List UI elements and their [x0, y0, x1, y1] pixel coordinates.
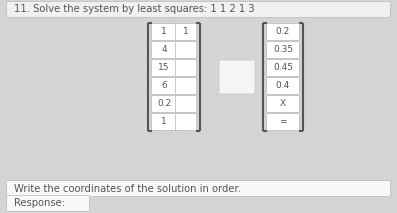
- FancyBboxPatch shape: [175, 95, 197, 112]
- FancyBboxPatch shape: [152, 95, 177, 112]
- Text: Response:: Response:: [14, 199, 65, 209]
- Text: 1: 1: [183, 27, 189, 36]
- Text: 0.4: 0.4: [276, 82, 290, 91]
- FancyBboxPatch shape: [175, 78, 197, 95]
- Text: 0.2: 0.2: [157, 99, 171, 108]
- FancyBboxPatch shape: [152, 59, 177, 76]
- Text: X: X: [280, 99, 286, 108]
- Text: Write the coordinates of the solution in order.: Write the coordinates of the solution in…: [14, 184, 241, 193]
- FancyBboxPatch shape: [152, 23, 177, 40]
- FancyBboxPatch shape: [266, 42, 299, 59]
- FancyBboxPatch shape: [6, 1, 391, 17]
- FancyBboxPatch shape: [266, 95, 299, 112]
- FancyBboxPatch shape: [175, 114, 197, 131]
- FancyBboxPatch shape: [152, 114, 177, 131]
- Text: 0.45: 0.45: [273, 63, 293, 72]
- FancyBboxPatch shape: [266, 114, 299, 131]
- Text: 1: 1: [161, 118, 167, 127]
- FancyBboxPatch shape: [152, 78, 177, 95]
- FancyBboxPatch shape: [175, 23, 197, 40]
- FancyBboxPatch shape: [266, 78, 299, 95]
- FancyBboxPatch shape: [152, 42, 177, 59]
- FancyBboxPatch shape: [266, 23, 299, 40]
- FancyBboxPatch shape: [175, 59, 197, 76]
- Text: 0.2: 0.2: [276, 27, 290, 36]
- FancyBboxPatch shape: [6, 196, 89, 212]
- FancyBboxPatch shape: [6, 180, 391, 197]
- Text: 15: 15: [158, 63, 170, 72]
- Text: 1: 1: [161, 27, 167, 36]
- FancyBboxPatch shape: [266, 59, 299, 76]
- Text: 4: 4: [161, 46, 167, 55]
- FancyBboxPatch shape: [219, 60, 255, 94]
- Text: =: =: [279, 118, 287, 127]
- Text: 0.35: 0.35: [273, 46, 293, 55]
- Text: 11. Solve the system by least squares: 1 1 2 1 3: 11. Solve the system by least squares: 1…: [14, 4, 254, 14]
- FancyBboxPatch shape: [175, 42, 197, 59]
- Text: 6: 6: [161, 82, 167, 91]
